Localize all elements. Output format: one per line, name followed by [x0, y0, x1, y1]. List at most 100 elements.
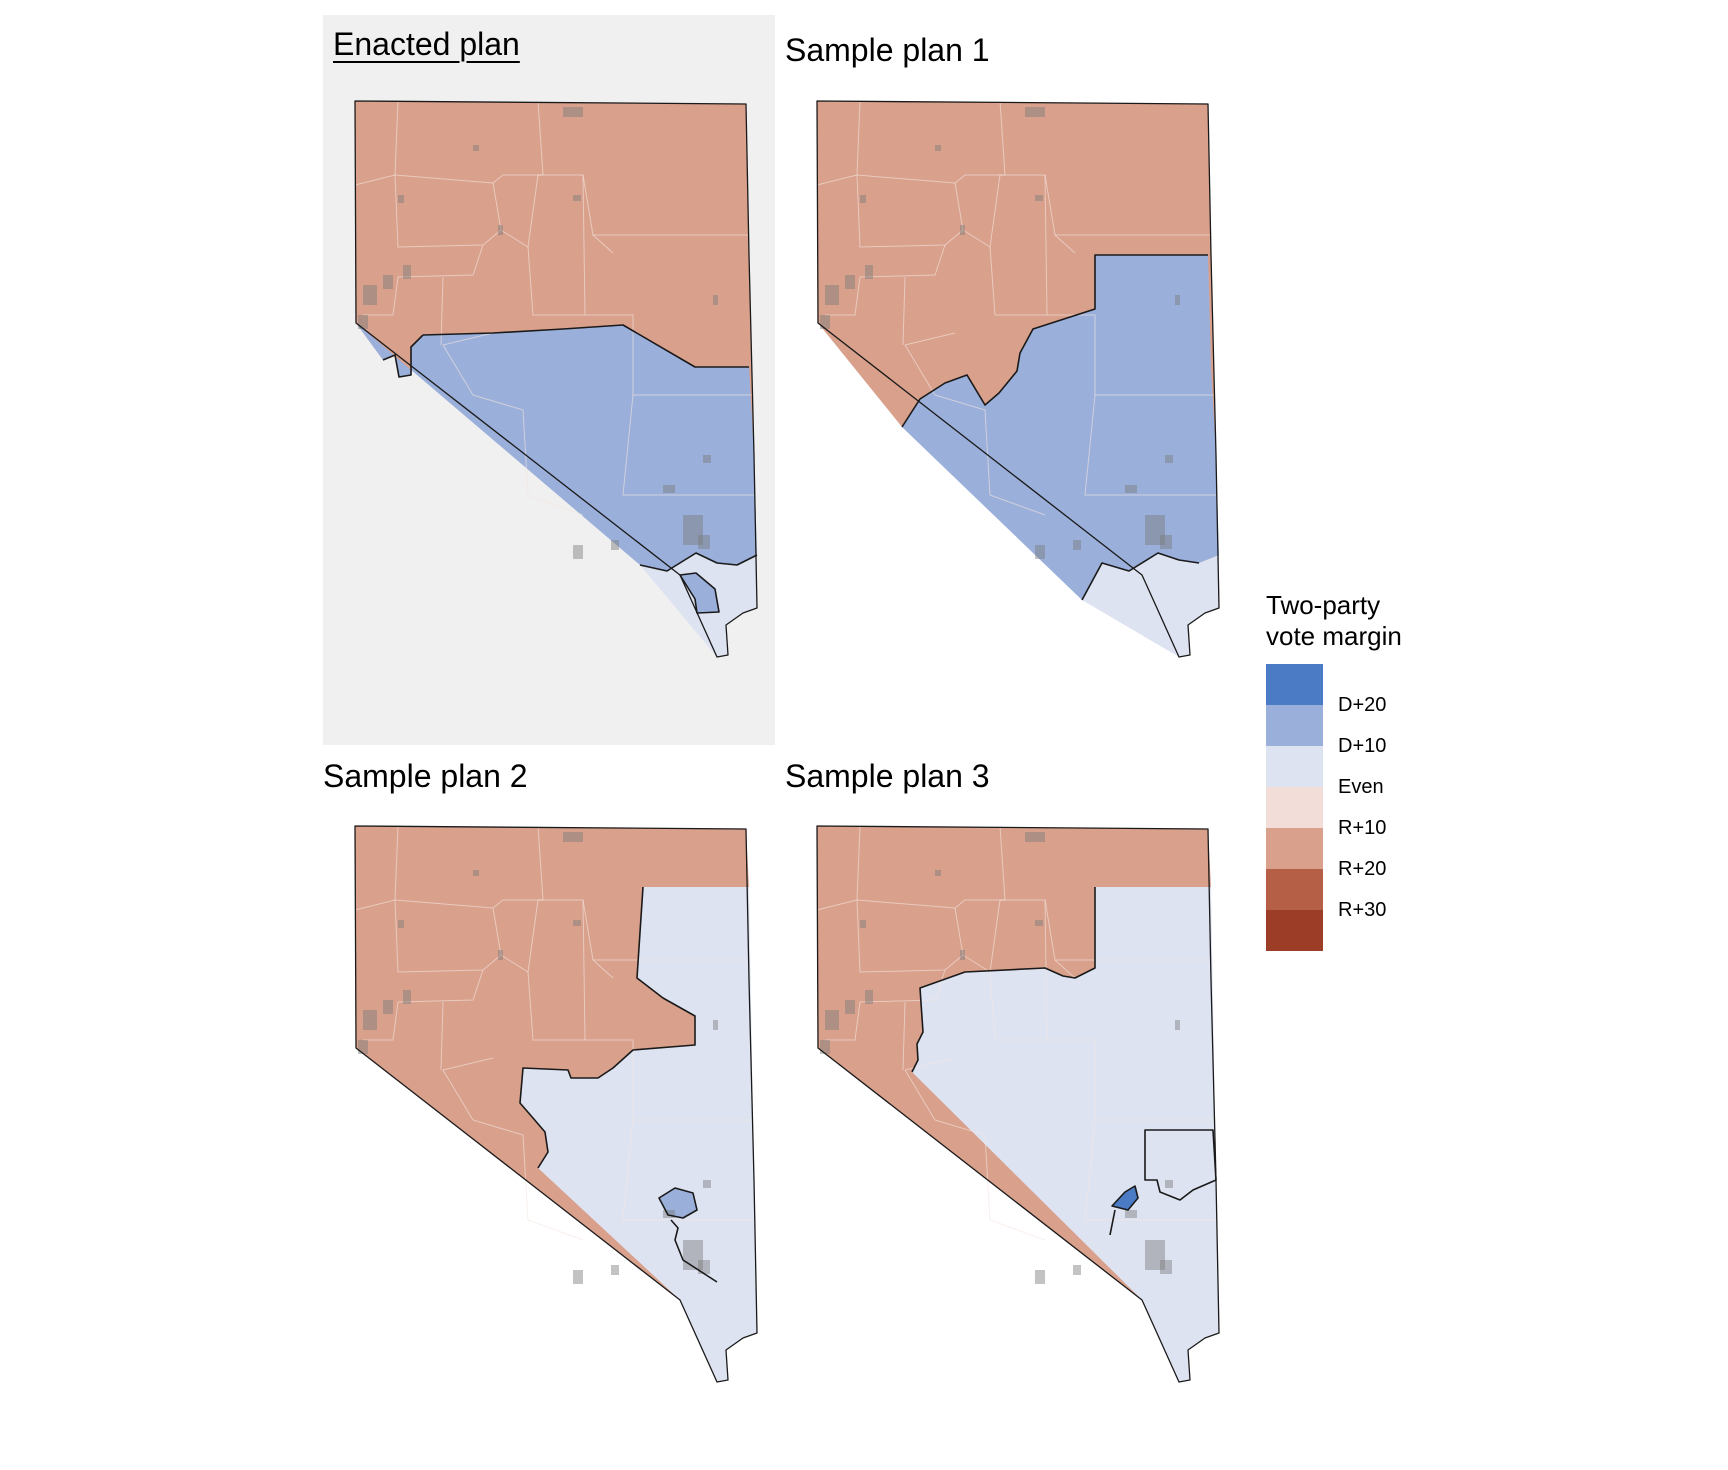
legend-swatch-d15	[1266, 705, 1323, 746]
legend-title-line-1: Two-party	[1266, 590, 1381, 620]
legend-swatch-d5	[1266, 746, 1323, 787]
urban-area	[358, 315, 368, 329]
district-boundary	[382, 334, 424, 378]
district-east-even	[912, 887, 1219, 1382]
urban-area	[1025, 107, 1045, 117]
county-line	[363, 276, 399, 316]
county-line	[442, 344, 474, 396]
urban-area	[703, 1180, 711, 1188]
legend-title: Two-party vote margin	[1266, 590, 1466, 652]
county-line	[1047, 1039, 1216, 1121]
urban-area	[573, 545, 583, 559]
urban-area	[573, 920, 581, 926]
urban-area	[820, 1040, 830, 1054]
district-boundary	[1109, 1209, 1116, 1236]
legend-label-r10: R+10	[1338, 817, 1387, 839]
urban-area	[1175, 295, 1180, 305]
panel-sample-plan-3: Sample plan 3	[785, 740, 1237, 1470]
county-line	[856, 825, 1006, 909]
county-line	[902, 276, 906, 346]
urban-area	[713, 295, 718, 305]
district-rural-gop	[355, 101, 749, 377]
county-line	[1047, 314, 1216, 396]
district-boundary	[1111, 1185, 1139, 1211]
district-boundary	[639, 552, 758, 572]
district-boundary	[422, 324, 749, 368]
county-line	[440, 1001, 444, 1071]
legend: Two-party vote margin D+20 D+10 Even R+1…	[1266, 590, 1466, 951]
county-line	[859, 244, 946, 278]
district-boundary	[658, 1187, 698, 1219]
district-map	[354, 825, 758, 1383]
county-line	[622, 1119, 754, 1221]
county-line	[527, 971, 585, 1041]
urban-area	[1160, 1260, 1172, 1274]
urban-area	[363, 1010, 377, 1030]
county-line	[442, 1069, 474, 1121]
urban-area	[563, 107, 583, 117]
county-line	[825, 1001, 861, 1041]
urban-area	[865, 265, 873, 279]
legend-swatch-d30	[1266, 664, 1323, 705]
county-line	[527, 246, 585, 316]
county-line	[622, 394, 754, 496]
state-outline	[816, 825, 1220, 1383]
county-line	[394, 825, 544, 909]
urban-area	[383, 1000, 393, 1014]
urban-area	[960, 225, 965, 235]
urban-area	[1125, 485, 1137, 493]
urban-area	[398, 920, 404, 928]
district-las-vegas-dem	[659, 1188, 697, 1218]
urban-area	[398, 195, 404, 203]
county-line	[442, 1057, 494, 1071]
state-outline	[354, 100, 758, 658]
urban-area	[403, 990, 411, 1004]
panel-title: Sample plan 3	[785, 758, 990, 794]
county-line	[902, 1001, 906, 1071]
urban-area	[698, 1260, 710, 1274]
county-line	[934, 394, 1046, 516]
district-las-vegas-even	[1082, 553, 1219, 657]
urban-area	[1145, 1240, 1165, 1270]
urban-area	[1165, 455, 1173, 463]
urban-area	[1035, 920, 1043, 926]
urban-area	[573, 1270, 583, 1284]
district-boundary	[1081, 552, 1200, 601]
state-outline	[816, 100, 1220, 658]
district-south-dem	[356, 323, 757, 571]
county-line	[585, 1039, 754, 1121]
urban-area	[713, 1020, 718, 1030]
district-map	[816, 100, 1220, 658]
legend-label-d10: D+10	[1338, 735, 1387, 757]
district-boundary	[911, 887, 1096, 1073]
district-boundary	[1144, 1129, 1217, 1201]
district-rural-gop	[817, 826, 1211, 1072]
district-boundary	[679, 572, 720, 614]
county-line	[394, 100, 544, 184]
urban-area	[663, 1210, 675, 1218]
district-las-vegas-dem	[680, 573, 719, 613]
legend-label-even: Even	[1338, 776, 1384, 798]
panel-title: Sample plan 2	[323, 758, 528, 794]
urban-area	[573, 195, 581, 201]
legend-label-r30: R+30	[1338, 899, 1387, 921]
legend-swatch-r35	[1266, 910, 1323, 951]
urban-area	[1145, 515, 1165, 545]
district-boundary	[670, 1219, 718, 1283]
district-map	[816, 825, 1220, 1383]
panel-sample-plan-1: Sample plan 1	[785, 15, 1237, 745]
legend-label-r20: R+20	[1338, 858, 1387, 880]
legend-swatch-r5	[1266, 787, 1323, 828]
urban-area	[611, 1265, 619, 1275]
urban-area	[935, 145, 941, 151]
urban-area	[845, 275, 855, 289]
urban-area	[1035, 195, 1043, 201]
legend-swatch-r25	[1266, 869, 1323, 910]
urban-area	[825, 1010, 839, 1030]
county-line	[934, 1119, 1046, 1241]
district-east-even	[520, 887, 757, 1382]
urban-area	[1175, 1020, 1180, 1030]
panel-title: Enacted plan	[333, 26, 520, 62]
urban-area	[825, 285, 839, 305]
county-line	[989, 246, 1047, 316]
